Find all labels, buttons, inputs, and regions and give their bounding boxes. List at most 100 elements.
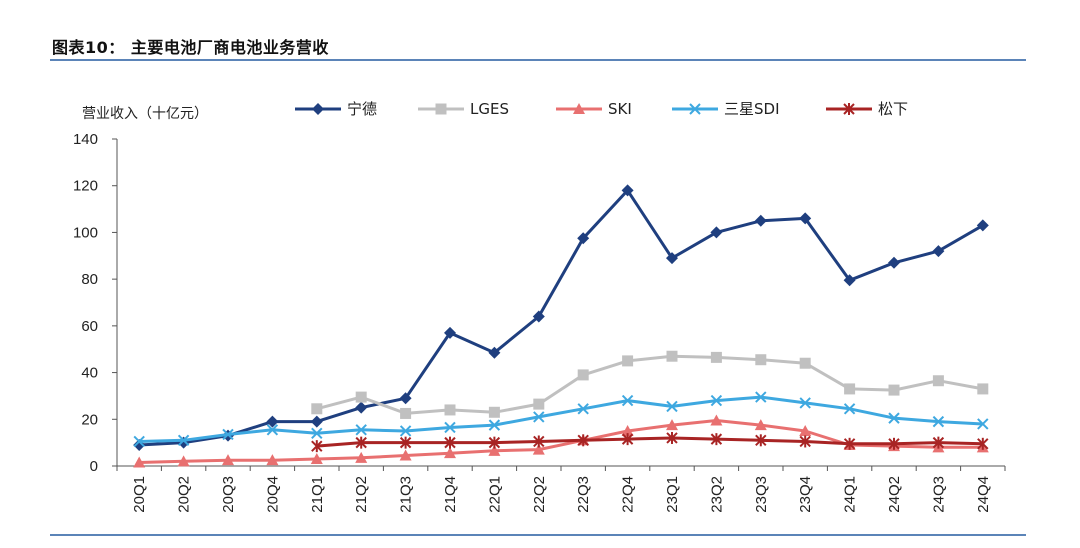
series-layer	[133, 184, 989, 468]
data-point	[622, 355, 634, 367]
axes: 0 20 40 60 80 100 120 140 20Q1 20Q2 20Q3 20Q4 21Q1 21…	[73, 131, 1006, 513]
data-point	[621, 394, 634, 407]
x-tick-label: 24Q1	[842, 476, 859, 513]
x-tick-label: 20Q4	[264, 476, 281, 513]
data-point	[666, 431, 678, 444]
data-point	[799, 357, 811, 369]
data-point	[488, 436, 501, 449]
data-point	[844, 383, 856, 395]
data-point	[710, 351, 722, 363]
legend-marker	[843, 103, 855, 115]
x-tick-label: 21Q3	[398, 476, 415, 513]
data-point	[666, 400, 678, 413]
x-tick-label: 21Q2	[353, 476, 370, 513]
x-tick-label: 24Q4	[975, 476, 992, 513]
series-line	[316, 354, 984, 415]
x-tick-label: 20Q1	[131, 476, 148, 513]
data-point	[977, 383, 989, 395]
data-point	[399, 449, 412, 461]
legend: 宁德 LGES SKI 三星SDI 松下	[295, 100, 908, 118]
data-point	[133, 435, 145, 448]
y-tick-label: 140	[73, 131, 98, 148]
data-point	[888, 384, 900, 396]
y-tick-label: 80	[81, 271, 98, 288]
data-point	[666, 252, 678, 265]
data-point	[888, 437, 900, 450]
data-point	[977, 437, 989, 450]
data-point	[444, 326, 456, 339]
top-rule	[50, 59, 1026, 61]
data-point	[799, 424, 812, 436]
legend-label: 宁德	[347, 100, 377, 118]
data-point	[444, 404, 456, 416]
data-point	[932, 245, 945, 258]
data-point	[533, 435, 545, 448]
data-point	[977, 418, 989, 430]
data-point	[621, 424, 634, 436]
data-point	[310, 415, 323, 428]
series-4	[311, 431, 989, 453]
data-point	[399, 392, 412, 405]
data-point	[533, 411, 545, 423]
data-point	[488, 419, 501, 431]
data-point	[532, 310, 545, 323]
data-point	[266, 454, 279, 466]
data-point	[755, 354, 767, 366]
data-point	[754, 419, 767, 431]
data-point	[355, 451, 368, 463]
legend-item: LGES	[418, 100, 509, 118]
data-point	[222, 454, 234, 466]
data-point	[932, 436, 945, 449]
data-point	[710, 226, 723, 239]
data-point	[621, 433, 634, 446]
series-line	[139, 395, 983, 443]
data-point	[399, 425, 412, 437]
data-point	[710, 433, 723, 446]
legend-marker	[435, 103, 447, 115]
y-axis-label: 营业收入（十亿元）	[82, 106, 208, 122]
data-point	[355, 424, 367, 436]
data-point	[133, 456, 146, 468]
data-point	[400, 407, 412, 419]
data-point	[310, 452, 323, 464]
data-point	[311, 440, 323, 453]
data-point	[754, 214, 767, 227]
x-tick-label: 20Q3	[220, 476, 237, 513]
y-tick-label: 120	[73, 178, 98, 195]
figure-title: 图表10： 主要电池厂商电池业务营收	[52, 38, 329, 57]
data-point	[355, 436, 367, 449]
legend-marker	[689, 103, 701, 115]
data-point	[666, 419, 678, 431]
series-line	[139, 188, 984, 447]
data-point	[488, 406, 500, 418]
legend-item: 宁德	[295, 100, 377, 118]
legend-marker	[312, 103, 324, 115]
data-point	[177, 434, 190, 447]
data-point	[710, 394, 723, 407]
x-tick-label: 24Q2	[886, 476, 903, 513]
data-point	[222, 428, 234, 441]
x-tick-label: 21Q4	[442, 476, 459, 513]
data-point	[444, 447, 456, 459]
x-tick-label: 23Q3	[753, 476, 770, 513]
x-tick-label: 23Q4	[797, 476, 814, 513]
x-tick-label: 20Q2	[176, 476, 193, 513]
bottom-rule	[50, 534, 1026, 536]
data-point	[799, 435, 811, 448]
series-3	[133, 391, 989, 448]
x-tick-label: 23Q2	[708, 476, 725, 513]
data-point	[843, 274, 856, 287]
y-tick-label: 100	[73, 224, 98, 241]
legend-label: SKI	[608, 100, 632, 118]
x-tick-label: 22Q4	[620, 476, 637, 513]
data-point	[177, 455, 190, 467]
legend-label: 松下	[878, 100, 908, 118]
data-point	[799, 212, 812, 225]
data-point	[932, 375, 944, 387]
data-point	[577, 369, 589, 381]
data-point	[355, 391, 367, 403]
data-point	[311, 427, 323, 440]
data-point	[932, 415, 945, 428]
data-point	[799, 397, 811, 409]
